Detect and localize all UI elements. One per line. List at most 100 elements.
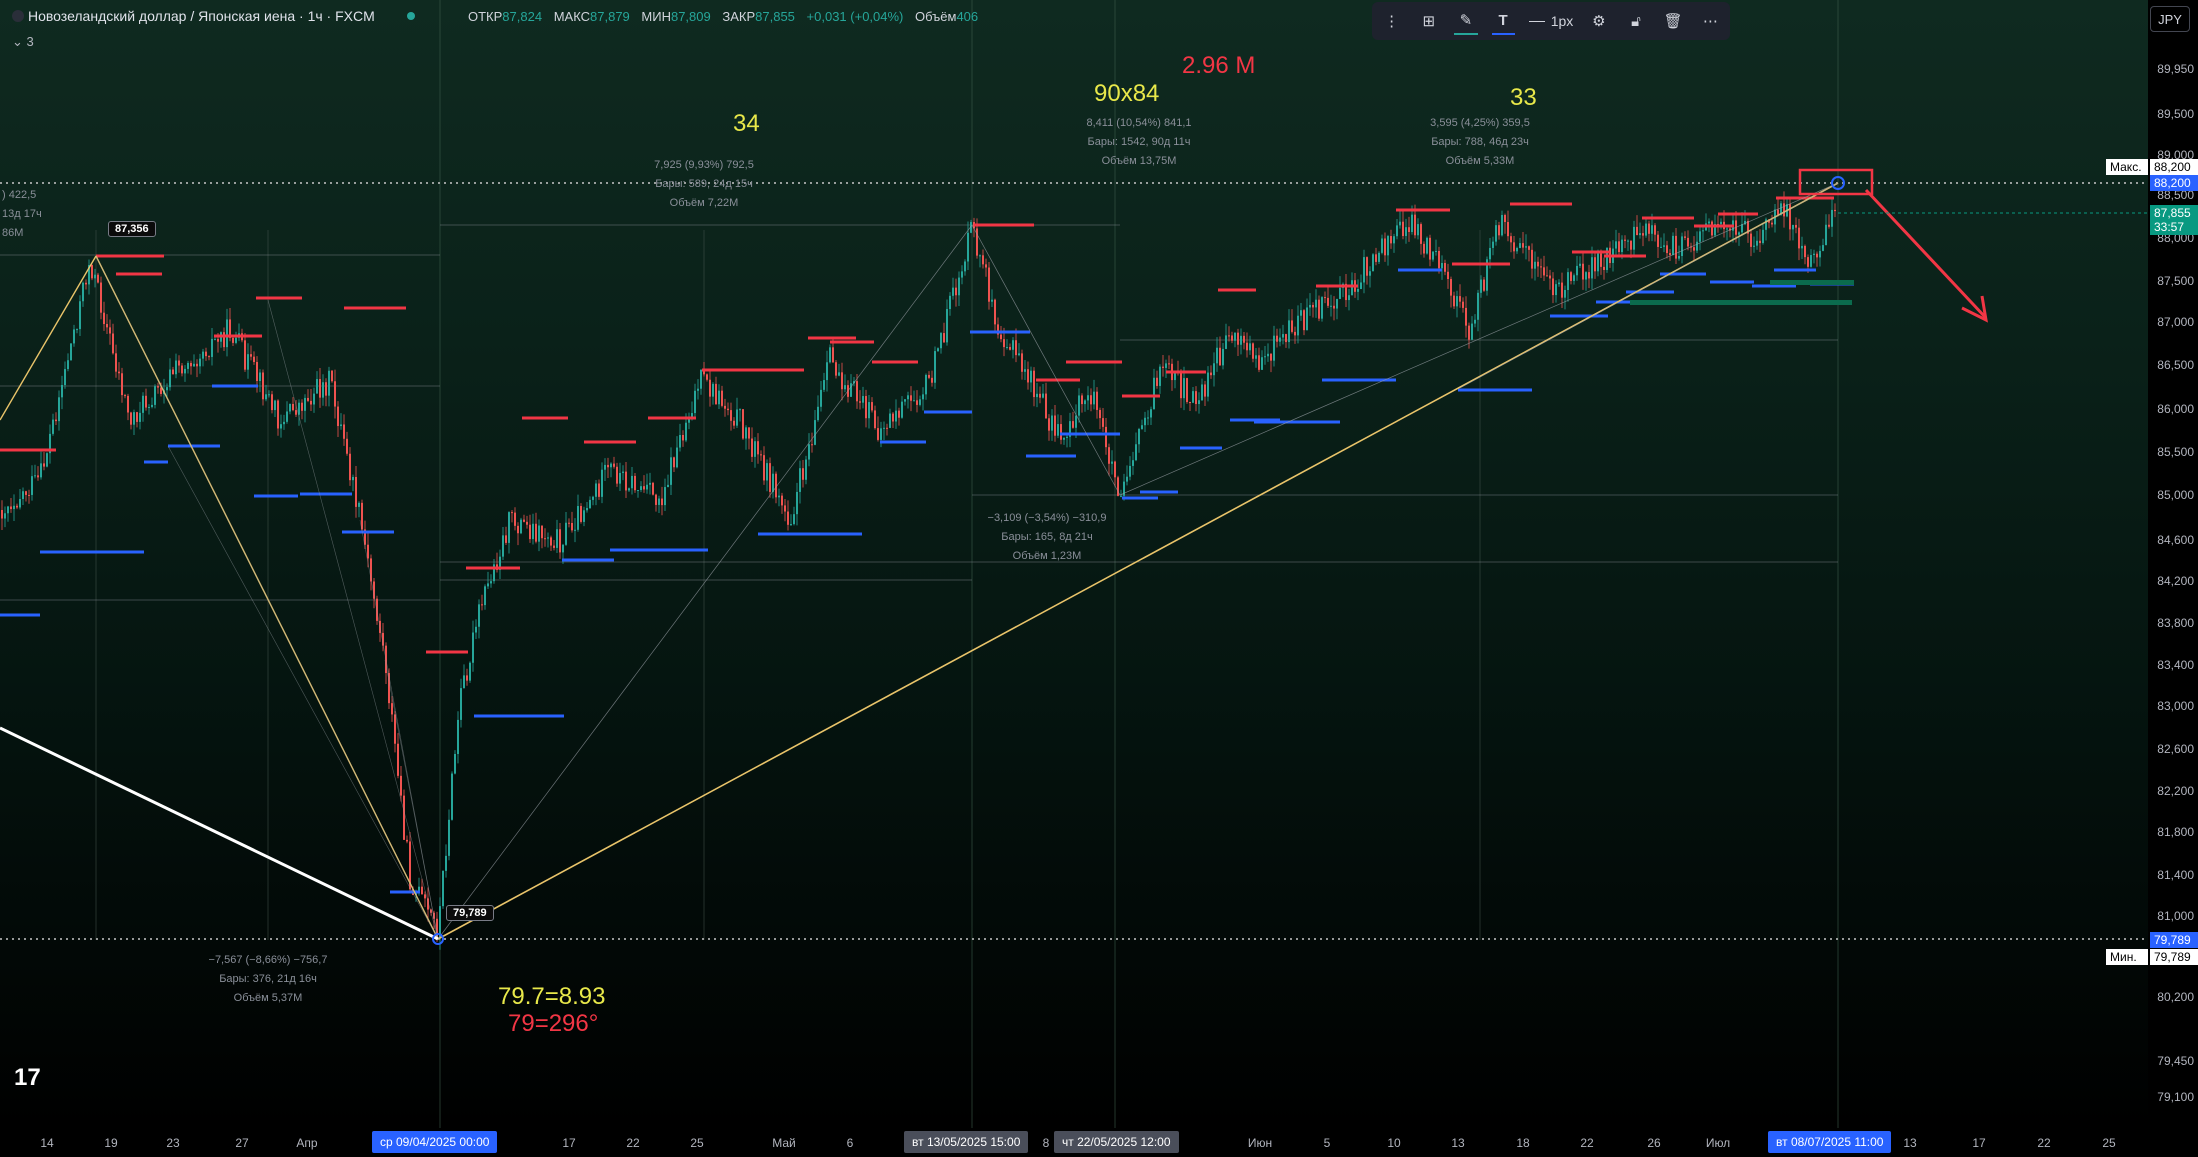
candle-body	[1828, 224, 1830, 227]
symbol-title: Новозеландский доллар / Японская иена · …	[28, 8, 375, 24]
candle-body	[1138, 428, 1140, 445]
open-value: 87,824	[502, 9, 543, 24]
currency-button[interactable]: JPY	[2150, 6, 2190, 32]
candle-body	[1816, 253, 1818, 258]
fan-line	[267, 299, 439, 940]
trash-icon[interactable]: 🗑︎	[1663, 13, 1683, 30]
candle-body	[1114, 461, 1116, 478]
candle-body	[478, 604, 480, 627]
indicators-toggle[interactable]: ⌄ 3	[12, 34, 34, 50]
candle-body	[1312, 304, 1314, 308]
range-stats-2[interactable]: 8,411 (10,54%) 841,1 Бары: 1542, 90д 11ч…	[1087, 114, 1192, 171]
candle-body	[844, 385, 846, 390]
annotation-90x84[interactable]: 90x84	[1094, 80, 1160, 107]
candle-body	[1252, 343, 1254, 359]
settings-icon[interactable]: ⚙	[1592, 13, 1606, 30]
candle-body	[22, 491, 24, 500]
candle-body	[1198, 400, 1200, 405]
annotation-2-96m[interactable]: 2.96 M	[1182, 52, 1256, 79]
candle-body	[748, 427, 750, 439]
candle-body	[1408, 227, 1410, 233]
drag-handle-icon[interactable]: ⋮	[1384, 13, 1400, 30]
candle-body	[451, 773, 453, 820]
time-tick: 13	[1903, 1136, 1917, 1150]
time-highlight-4[interactable]: вт 08/07/2025 11:00	[1768, 1131, 1892, 1153]
chart-area[interactable]: Новозеландский доллар / Японская иена · …	[0, 0, 2148, 1128]
range-stats-6[interactable]: ) 422,5 13д 17ч 86M	[2, 186, 42, 243]
symbol-legend[interactable]: Новозеландский доллар / Японская иена · …	[12, 8, 415, 24]
candle-body	[1288, 320, 1290, 343]
price-chart[interactable]	[0, 0, 2148, 1128]
candle-body	[25, 491, 27, 495]
candle-body	[1030, 370, 1032, 383]
annotation-33[interactable]: 33	[1510, 84, 1537, 111]
annotation-79-deg[interactable]: 79=296°	[508, 1010, 599, 1037]
range-stats-5[interactable]: −7,567 (−8,66%) −756,7 Бары: 376, 21д 16…	[209, 951, 328, 1008]
price-tick: 85,500	[2157, 445, 2194, 459]
candle-body	[394, 714, 396, 744]
candle-body	[1759, 240, 1761, 244]
lock-icon[interactable]: 🔓︎	[1631, 12, 1641, 30]
candle-body	[1336, 298, 1338, 309]
time-axis[interactable]: 14 19 23 27 Апр 17 22 25 Май 6 Июн 5 10 13 18 22 26 Июл 13…	[0, 1128, 2198, 1157]
candle-body	[1516, 247, 1518, 252]
time-highlight-1[interactable]: ср 09/04/2025 00:00	[372, 1131, 498, 1153]
range-stats-3[interactable]: 3,595 (4,25%) 359,5 Бары: 788, 46д 23ч О…	[1430, 114, 1530, 171]
template-icon[interactable]: ⊞	[1422, 13, 1436, 30]
stat-bars: Бары: 788, 46д 23ч	[1431, 136, 1529, 148]
anchor-point	[1831, 176, 1845, 190]
candle-body	[1648, 223, 1650, 234]
pencil-icon[interactable]: ✎	[1454, 7, 1478, 35]
candle-body	[1606, 247, 1608, 270]
time-tick: 25	[690, 1136, 704, 1150]
candle-body	[1666, 245, 1668, 254]
candle-body	[184, 368, 186, 374]
line-width-icon[interactable]: 1px	[1528, 8, 1573, 34]
time-highlight-2[interactable]: вт 13/05/2025 15:00	[904, 1131, 1029, 1153]
candle-body	[577, 506, 579, 530]
stat-volume: Объём 7,22M	[669, 197, 739, 209]
candle-body	[1699, 231, 1701, 242]
tradingview-logo[interactable]: 17	[14, 1064, 41, 1091]
candle-body	[1228, 335, 1230, 337]
candle-body	[466, 675, 468, 681]
candle-body	[145, 395, 147, 408]
drawing-toolbar[interactable]: ⋮ ⊞ ✎ T 1px ⚙ 🔓︎ 🗑︎ ⋯	[1372, 2, 1730, 40]
candle-body	[826, 362, 828, 381]
candle-body	[397, 743, 399, 776]
price-tag-low[interactable]: 79,789	[446, 905, 494, 921]
candle-body	[1048, 418, 1050, 431]
anchor-point	[432, 933, 444, 945]
candle-body	[100, 282, 102, 313]
range-stats-4[interactable]: −3,109 (−3,54%) −310,9 Бары: 165, 8д 21ч…	[988, 509, 1107, 566]
annotation-79-7[interactable]: 79.7=8.93	[498, 983, 606, 1010]
candle-body	[118, 371, 120, 374]
candle-body	[121, 373, 123, 396]
candle-body	[1024, 369, 1026, 372]
candle-body	[1639, 233, 1641, 236]
candle-body	[1597, 253, 1599, 272]
candle-body	[1624, 239, 1626, 241]
candle-body	[664, 487, 666, 506]
candle-body	[901, 401, 903, 418]
candle-body	[475, 626, 477, 633]
candle-body	[943, 333, 945, 343]
price-tick: 81,400	[2157, 868, 2194, 882]
candle-body	[679, 434, 681, 448]
range-stats-1[interactable]: 7,925 (9,93%) 792,5 Бары: 589, 24д 15ч О…	[654, 156, 754, 213]
annotation-34[interactable]: 34	[733, 110, 760, 137]
candle-body	[469, 662, 471, 681]
price-tag-high[interactable]: 87,356	[108, 221, 156, 237]
candle-body	[961, 271, 963, 278]
candle-body	[1261, 357, 1263, 370]
candle-body	[1090, 395, 1092, 405]
candle-body	[331, 370, 333, 382]
candle-body	[724, 405, 726, 409]
more-icon[interactable]: ⋯	[1702, 13, 1718, 30]
candle-body	[685, 422, 687, 441]
time-highlight-3[interactable]: чт 22/05/2025 12:00	[1054, 1131, 1179, 1153]
price-tick: 82,600	[2157, 742, 2194, 756]
candle-body	[301, 402, 303, 411]
candle-body	[169, 369, 171, 388]
text-icon[interactable]: T	[1491, 7, 1515, 35]
